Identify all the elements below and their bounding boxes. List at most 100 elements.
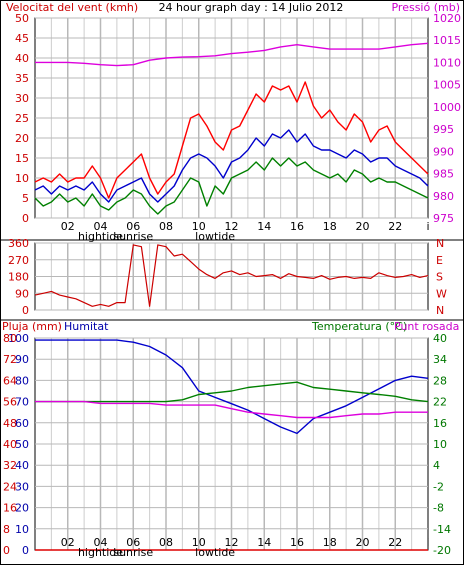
temperature-axis-tick-3: -2 xyxy=(433,480,444,493)
wind-speed-axis-tick-7: 35 xyxy=(15,72,29,85)
humidity-x-xtick-3: 08 xyxy=(159,536,173,549)
series-wind_low xyxy=(34,157,429,215)
wind-xtick-1: 04 xyxy=(94,220,108,233)
direction-axis-tick-4: 360 xyxy=(8,237,29,250)
humidity-x-xtick-4: 10 xyxy=(192,536,206,549)
humidity-x-xtick-7: 16 xyxy=(290,536,304,549)
humidity-x-xtick-6: 14 xyxy=(257,536,271,549)
humidity-axis-tick-1: 10 xyxy=(15,523,29,536)
grid-layer xyxy=(34,17,429,551)
humidity-x-xtick-8: 18 xyxy=(323,536,337,549)
wind-speed-axis-tick-3: 15 xyxy=(15,152,29,165)
humidity-axis-tick-8: 80 xyxy=(15,374,29,387)
humidity-axis-tick-7: 70 xyxy=(15,396,29,409)
temperature-axis-tick-8: 28 xyxy=(433,374,447,387)
humidity-x-xtick-9: 20 xyxy=(356,536,370,549)
humidity-x-xtick-2: 06 xyxy=(126,536,140,549)
wind-xtick-4: 10 xyxy=(192,220,206,233)
humidity-axis-tick-2: 20 xyxy=(15,502,29,515)
chart-title: 24 hour graph day : 14 Julio 2012 xyxy=(159,1,344,14)
humidity-axis-tick-3: 30 xyxy=(15,480,29,493)
rain-axis-tick-4: 32 xyxy=(3,459,17,472)
humidity-x-xtick-1: 04 xyxy=(94,536,108,549)
wind-speed-axis-tick-0: 0 xyxy=(22,212,29,225)
series-dewpoint xyxy=(35,400,428,419)
temperature-axis-tick-10: 40 xyxy=(433,332,447,345)
direction-axis-tick-3: 270 xyxy=(8,254,29,267)
wind-xtick-3: 08 xyxy=(159,220,173,233)
humidity-axis-tick-10: 100 xyxy=(8,332,29,345)
wind-xtick-10: 22 xyxy=(388,220,402,233)
rain-axis-title: Pluja (mm) xyxy=(2,320,62,333)
humidity-x-xtick-11: i xyxy=(426,536,429,549)
wind-speed-axis-tick-5: 25 xyxy=(15,112,29,125)
humidity-x-annotation-2: lowtide xyxy=(195,546,235,559)
series-pressure xyxy=(35,42,429,67)
direction-axis-tick-1: 90 xyxy=(15,287,29,300)
wind-xtick-6: 14 xyxy=(257,220,271,233)
wind-speed-axis-tick-8: 40 xyxy=(15,52,29,65)
humidity-axis-tick-0: 0 xyxy=(22,544,29,557)
wind-annotation-1: sunrise xyxy=(113,230,153,243)
pressure-axis-tick-5: 1000 xyxy=(433,101,461,114)
series-wind_avg xyxy=(34,129,429,203)
pressure-axis-tick-1: 980 xyxy=(433,190,454,203)
wind-xtick-9: 20 xyxy=(356,220,370,233)
series-gust xyxy=(34,81,429,199)
humidity-axis-tick-4: 40 xyxy=(15,459,29,472)
wind-xtick-2: 06 xyxy=(126,220,140,233)
axes-layer: 0510152025303540455097598098599099510001… xyxy=(3,12,461,559)
humidity-x-xtick-10: 22 xyxy=(388,536,402,549)
compass-label-2: S xyxy=(436,271,443,284)
dewpoint-axis-title: Punt rosada xyxy=(394,320,459,333)
compass-label-3: W xyxy=(436,287,447,300)
wind-speed-axis-tick-4: 20 xyxy=(15,132,29,145)
series-temperature xyxy=(35,381,429,403)
temperature-axis-tick-6: 16 xyxy=(433,417,447,430)
rain-axis-tick-9: 72 xyxy=(3,353,17,366)
direction-axis-tick-0: 0 xyxy=(22,304,29,317)
humidity-x-annotation-0: hightide xyxy=(78,546,123,559)
wind-speed-axis-tick-1: 5 xyxy=(22,192,29,205)
compass-label-4: N xyxy=(436,304,444,317)
temperature-axis-tick-7: 22 xyxy=(433,396,447,409)
rain-axis-tick-6: 48 xyxy=(3,417,17,430)
series-layer xyxy=(34,42,429,551)
rain-axis-tick-8: 64 xyxy=(3,374,17,387)
series-direction xyxy=(34,244,429,307)
temperature-axis-tick-4: 4 xyxy=(433,459,440,472)
direction-axis-tick-2: 180 xyxy=(8,271,29,284)
rain-axis-tick-10: 80 xyxy=(3,332,17,345)
wind-xtick-11: i xyxy=(426,220,429,233)
pressure-axis-tick-3: 990 xyxy=(433,145,454,158)
humidity-axis-title: Humitat xyxy=(64,320,109,333)
wind-xtick-7: 16 xyxy=(290,220,304,233)
pressure-axis-tick-7: 1010 xyxy=(433,56,461,69)
compass-label-1: E xyxy=(436,254,443,267)
pressure-axis-tick-2: 985 xyxy=(433,168,454,181)
rain-axis-tick-7: 56 xyxy=(3,396,17,409)
pressure-axis-tick-8: 1015 xyxy=(433,34,461,47)
humidity-x-xtick-5: 12 xyxy=(225,536,239,549)
temperature-axis-title: Temperatura (°C) xyxy=(311,320,407,333)
temperature-axis-tick-1: -14 xyxy=(433,523,451,536)
wind-speed-axis-tick-6: 30 xyxy=(15,92,29,105)
wind-annotation-2: lowtide xyxy=(195,230,235,243)
pressure-axis-tick-6: 1005 xyxy=(433,79,461,92)
wind-speed-axis-tick-2: 10 xyxy=(15,172,29,185)
compass-label-0: N xyxy=(436,237,444,250)
wind-speed-axis-title: Velocitat del vent (kmh) xyxy=(6,1,138,14)
temperature-axis-tick-9: 34 xyxy=(433,353,447,366)
wind-speed-axis-tick-9: 45 xyxy=(15,32,29,45)
rain-axis-tick-3: 24 xyxy=(3,480,17,493)
humidity-x-annotation-1: sunrise xyxy=(113,546,153,559)
humidity-axis-tick-5: 50 xyxy=(15,438,29,451)
rain-axis-tick-1: 8 xyxy=(3,523,10,536)
pressure-axis-tick-0: 975 xyxy=(433,212,454,225)
pressure-axis-tick-4: 995 xyxy=(433,123,454,136)
rain-axis-tick-2: 16 xyxy=(3,502,17,515)
humidity-axis-tick-9: 90 xyxy=(15,353,29,366)
rain-axis-tick-0: 0 xyxy=(3,544,10,557)
wind-speed-axis-tick-10: 50 xyxy=(15,12,29,25)
